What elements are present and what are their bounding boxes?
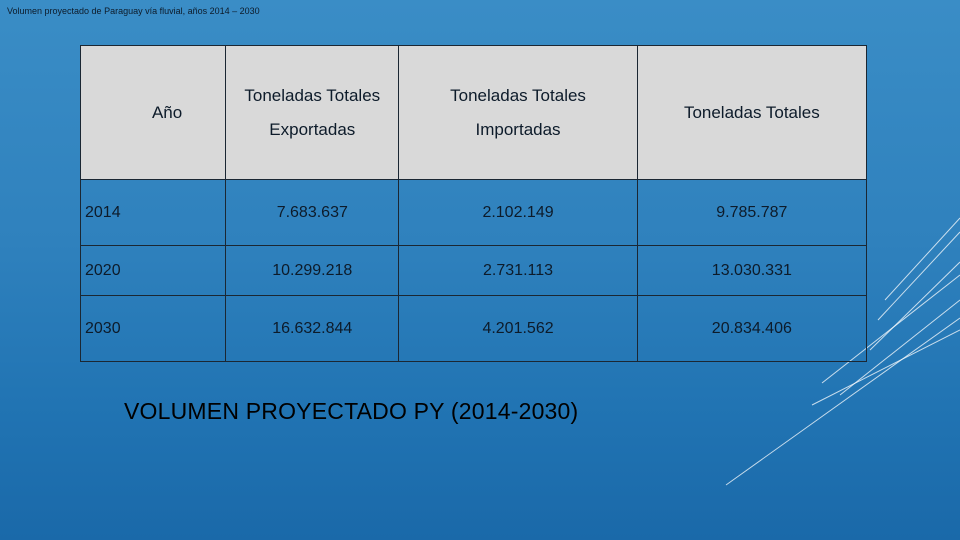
slide-caption: Volumen proyectado de Paraguay vía fluvi… xyxy=(7,6,260,16)
cell-year: 2014 xyxy=(79,179,227,246)
table-header-row: Año Toneladas Totales Exportadas Tonelad… xyxy=(79,45,868,180)
table-row: 2014 7.683.637 2.102.149 9.785.787 xyxy=(79,179,868,246)
volume-table: Año Toneladas Totales Exportadas Tonelad… xyxy=(79,45,868,362)
cell-imported: 2.102.149 xyxy=(398,179,638,246)
header-exported: Toneladas Totales Exportadas xyxy=(225,45,400,180)
cell-total: 9.785.787 xyxy=(636,179,868,246)
cell-imported: 2.731.113 xyxy=(398,245,638,296)
header-year: Año xyxy=(79,45,227,180)
cell-exported: 16.632.844 xyxy=(225,295,400,362)
header-imported-line1: Toneladas Totales xyxy=(450,85,586,105)
cell-total: 20.834.406 xyxy=(636,295,868,362)
cell-imported: 4.201.562 xyxy=(398,295,638,362)
slide-title: VOLUMEN PROYECTADO PY (2014-2030) xyxy=(124,398,579,424)
header-imported: Toneladas Totales Importadas xyxy=(398,45,638,180)
cell-year: 2020 xyxy=(79,245,227,296)
header-imported-line2: Importadas xyxy=(475,119,561,139)
header-exported-line1: Toneladas Totales xyxy=(244,85,381,105)
cell-total: 13.030.331 xyxy=(636,245,868,296)
table-row: 2020 10.299.218 2.731.113 13.030.331 xyxy=(79,245,868,296)
header-exported-line2: Exportadas xyxy=(269,119,356,139)
cell-exported: 7.683.637 xyxy=(225,179,400,246)
table-row: 2030 16.632.844 4.201.562 20.834.406 xyxy=(79,295,868,362)
cell-exported: 10.299.218 xyxy=(225,245,400,296)
cell-year: 2030 xyxy=(79,295,227,362)
header-total: Toneladas Totales xyxy=(636,45,868,180)
